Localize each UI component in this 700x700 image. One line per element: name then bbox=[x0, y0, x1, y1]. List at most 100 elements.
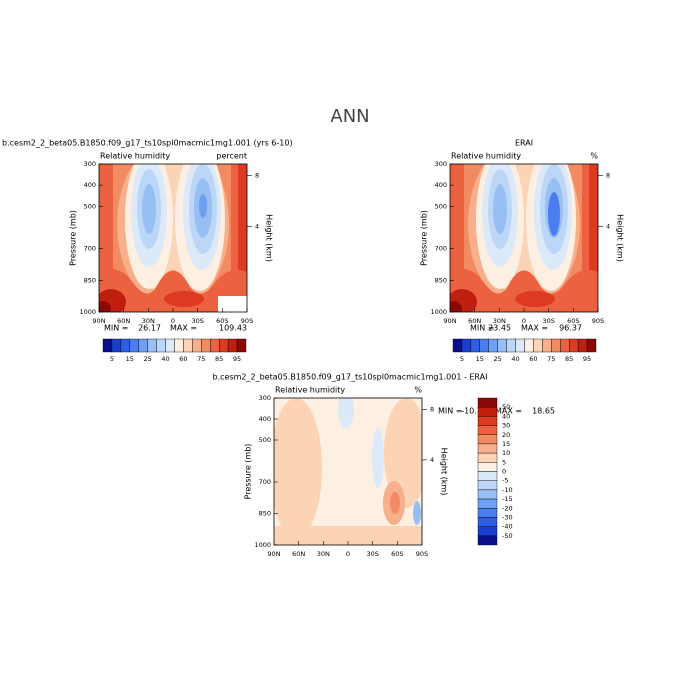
colorbar-box bbox=[488, 338, 498, 353]
min-label: MIN = bbox=[104, 324, 129, 333]
panel-units: % bbox=[414, 386, 422, 395]
colorbar-box bbox=[470, 338, 481, 353]
colorbar-label: 95 bbox=[233, 355, 241, 363]
colorbar-label: -15 bbox=[502, 495, 513, 503]
y2-tick-label: 8 bbox=[606, 171, 610, 179]
max-value: 96.37 bbox=[559, 324, 582, 333]
colorbar-label: 5 bbox=[460, 355, 464, 363]
y-axis-label: Pressure (mb) bbox=[244, 444, 253, 500]
colorbar-box bbox=[129, 338, 139, 353]
x-tick-label: 60S bbox=[216, 317, 228, 325]
max-label: MAX = bbox=[495, 407, 522, 416]
y-tick-label: 300 bbox=[435, 160, 447, 168]
colorbar-box bbox=[201, 338, 211, 353]
x-tick-label: 90S bbox=[592, 317, 604, 325]
panel-title: ERAI bbox=[515, 139, 533, 148]
x-tick-label: 30N bbox=[493, 317, 506, 325]
colorbar-box bbox=[479, 338, 489, 353]
colorbar-box bbox=[477, 471, 498, 481]
colorbar-label: 15 bbox=[502, 440, 510, 448]
colorbar-box bbox=[477, 434, 498, 445]
y-tick-label: 500 bbox=[259, 436, 271, 444]
y-tick-label: 850 bbox=[84, 276, 96, 284]
y-tick-label: 300 bbox=[84, 160, 96, 168]
max-label: MAX = bbox=[521, 324, 548, 333]
x-tick-label: 90N bbox=[92, 317, 105, 325]
y-tick-label: 500 bbox=[84, 202, 96, 210]
x-tick-label: 0 bbox=[522, 317, 526, 325]
colorbar-box bbox=[551, 338, 561, 353]
colorbar-label: 85 bbox=[565, 355, 573, 363]
y2-axis-label: Height (km) bbox=[616, 214, 625, 262]
colorbar-box bbox=[542, 338, 552, 353]
colorbar-box bbox=[524, 338, 534, 353]
colorbar-label: -40 bbox=[502, 523, 513, 531]
max-value: 109.43 bbox=[219, 324, 247, 333]
colorbar-box bbox=[586, 338, 597, 353]
colorbar-box bbox=[560, 338, 570, 353]
colorbar-box bbox=[210, 338, 220, 353]
y-axis-label: Pressure (mb) bbox=[420, 210, 429, 266]
y2-tick-label: 4 bbox=[430, 456, 434, 464]
colorbar-box bbox=[477, 517, 498, 527]
panel-subtitle: Relative humidity bbox=[451, 152, 521, 161]
x-tick-label: 60N bbox=[468, 317, 481, 325]
colorbar-box bbox=[477, 508, 498, 518]
colorbar-box bbox=[236, 338, 247, 353]
x-tick-label: 0 bbox=[171, 317, 175, 325]
colorbar-label: 30 bbox=[502, 422, 510, 430]
colorbar-box bbox=[183, 338, 193, 353]
colorbar-label: 75 bbox=[197, 355, 205, 363]
colorbar-label: 25 bbox=[494, 355, 502, 363]
colorbar-box bbox=[515, 338, 525, 353]
colorbar-label: 60 bbox=[529, 355, 537, 363]
min-value: -10.35 bbox=[461, 407, 487, 416]
colorbar-label: -30 bbox=[502, 513, 513, 521]
colorbar-box bbox=[227, 338, 238, 353]
y-tick-label: 500 bbox=[435, 202, 447, 210]
colorbar-box bbox=[477, 416, 498, 426]
y-tick-label: 1000 bbox=[430, 308, 447, 316]
colorbar-box bbox=[174, 338, 184, 353]
y-tick-label: 400 bbox=[259, 415, 271, 423]
colorbar-label: -5 bbox=[502, 477, 508, 485]
y2-axis-label: Height (km) bbox=[440, 448, 449, 496]
colorbar-box bbox=[568, 338, 579, 353]
panel-subtitle: Relative humidity bbox=[100, 152, 170, 161]
colorbar-box bbox=[120, 338, 131, 353]
min-label: MIN = bbox=[438, 407, 463, 416]
y-tick-label: 1000 bbox=[79, 308, 96, 316]
y-tick-label: 400 bbox=[435, 181, 447, 189]
x-tick-label: 90N bbox=[267, 550, 280, 558]
panel-subtitle: Relative humidity bbox=[275, 386, 345, 395]
x-tick-label: 30S bbox=[542, 317, 554, 325]
colorbar-label: 5 bbox=[110, 355, 114, 363]
colorbar-box bbox=[452, 338, 463, 353]
panel-units: % bbox=[590, 152, 598, 161]
colorbar-box bbox=[577, 338, 588, 353]
colorbar-label: 40 bbox=[511, 355, 519, 363]
colorbar-box bbox=[477, 526, 498, 537]
colorbar-box bbox=[111, 338, 122, 353]
y-tick-label: 700 bbox=[84, 245, 96, 253]
y-tick-label: 1000 bbox=[254, 541, 271, 549]
colorbar-box bbox=[477, 498, 498, 509]
colorbar-label: 15 bbox=[126, 355, 134, 363]
colorbar-box bbox=[156, 338, 166, 353]
y-axis-label: Pressure (mb) bbox=[69, 210, 78, 266]
colorbar-box bbox=[477, 425, 498, 435]
panel-units: percent bbox=[216, 152, 247, 161]
colorbar-label: 60 bbox=[179, 355, 187, 363]
colorbar-box bbox=[165, 338, 175, 353]
colorbar-label: 95 bbox=[583, 355, 591, 363]
x-tick-label: 30N bbox=[142, 317, 155, 325]
panel-title: b.cesm2_2_beta05.B1850.f09_g17_ts10spl0m… bbox=[2, 139, 293, 148]
colorbar-label: 40 bbox=[502, 412, 510, 420]
y-tick-label: 850 bbox=[259, 510, 271, 518]
colorbar-box bbox=[461, 338, 472, 353]
colorbar-box bbox=[147, 338, 157, 353]
y-tick-label: 400 bbox=[84, 181, 96, 189]
max-label: MAX = bbox=[170, 324, 197, 333]
colorbar-label: -20 bbox=[502, 504, 513, 512]
